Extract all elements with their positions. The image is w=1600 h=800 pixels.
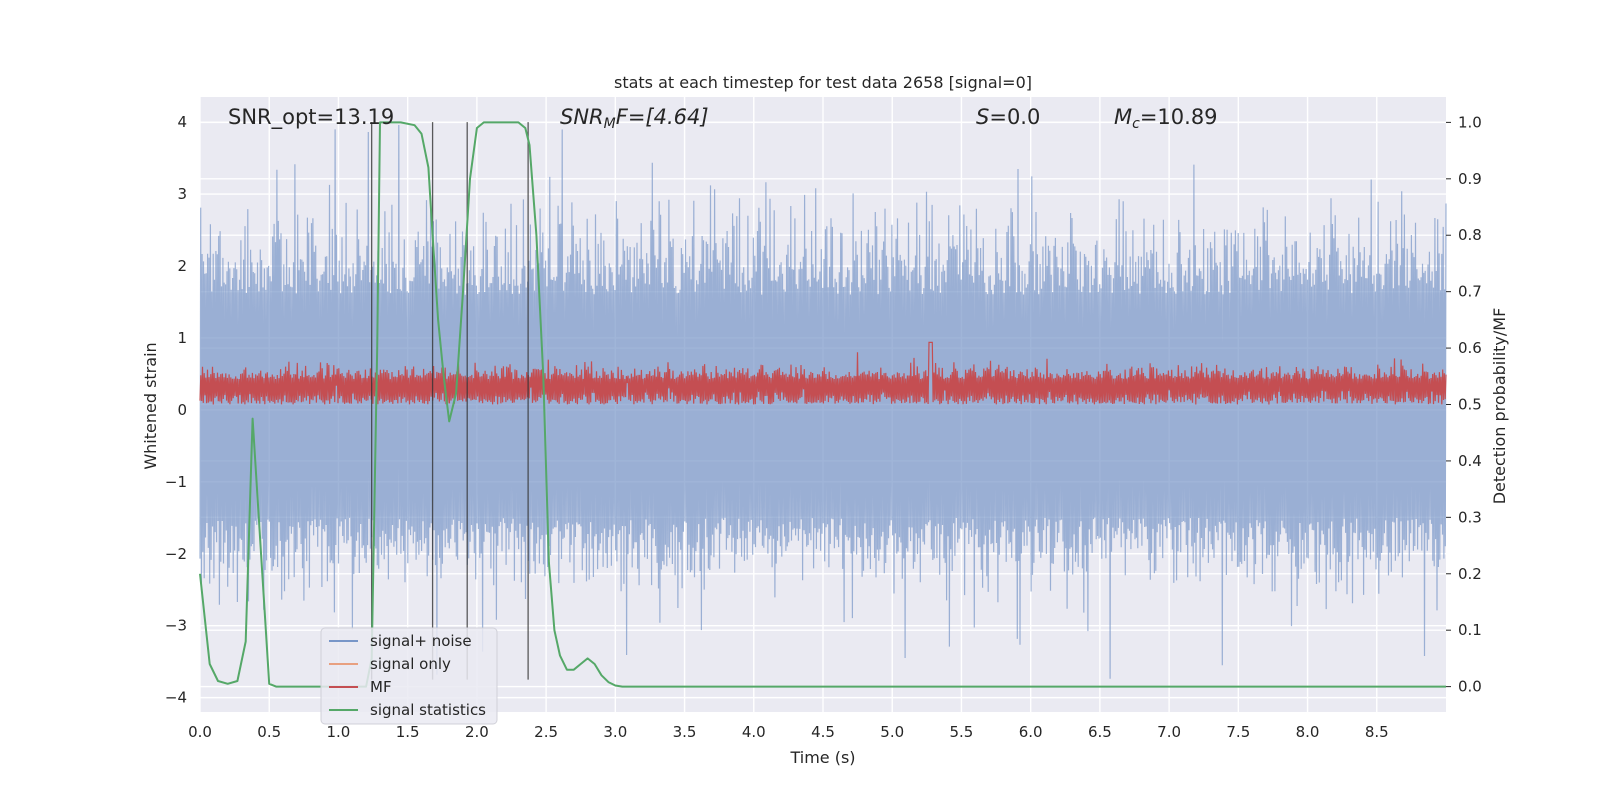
y-left-tick-label: −1: [165, 473, 187, 491]
x-tick-label: 2.5: [534, 723, 558, 741]
y-right-tick-label: 0.4: [1458, 452, 1482, 470]
legend-label-signal-statistics: signal statistics: [370, 701, 486, 719]
chart-title: stats at each timestep for test data 265…: [614, 73, 1032, 92]
y-left-tick-label: −4: [165, 689, 187, 707]
y-right-tick-label: 0.0: [1458, 678, 1482, 696]
y-right-tick-labels: 1.0 0.9 0.8 0.7 0.6 0.5 0.4 0.3 0.2 0.1 0.0: [1446, 113, 1482, 696]
x-tick-label: 8.0: [1296, 723, 1320, 741]
mf-line: [199, 341, 1447, 405]
legend-label-signal-only: signal only: [370, 655, 451, 673]
x-tick-label: 4.5: [811, 723, 835, 741]
x-tick-label: 3.0: [603, 723, 627, 741]
legend-box: [320, 627, 498, 725]
y-left-tick-labels: 4 3 2 1 0 −1 −2 −3 −4: [165, 113, 187, 706]
y-right-tick-label: 0.3: [1458, 508, 1482, 526]
signal-noise-line: [199, 124, 1447, 679]
x-tick-label: 6.5: [1088, 723, 1112, 741]
x-tick-label: 5.0: [880, 723, 904, 741]
y-right-tick-label: 0.8: [1458, 226, 1482, 244]
series-signal-statistics: [199, 121, 1446, 688]
x-axis-label: Time (s): [789, 748, 855, 767]
x-tick-label: 0.5: [257, 723, 281, 741]
y-left-tick-label: −3: [165, 617, 187, 635]
legend-label-signal-noise: signal+ noise: [370, 632, 472, 650]
y-right-tick-label: 0.9: [1458, 170, 1482, 188]
series-signal-noise: [199, 124, 1447, 679]
x-tick-label: 2.0: [465, 723, 489, 741]
series-mf: [199, 341, 1447, 405]
x-tick-label: 3.5: [673, 723, 697, 741]
y-left-tick-label: 0: [177, 401, 187, 419]
annotation-snr-mf: SNRMF=[4.64]: [560, 105, 709, 132]
x-tick-label: 0.0: [188, 723, 212, 741]
legend: signal+ noise signal only MF signal stat…: [320, 627, 498, 725]
legend-label-mf: MF: [370, 678, 392, 696]
x-tick-label: 1.5: [396, 723, 420, 741]
signal-statistics-line: [199, 121, 1446, 688]
x-tick-label: 1.0: [327, 723, 351, 741]
annotation-s: S=0.0: [976, 105, 1040, 129]
y-right-tick-label: 0.7: [1458, 283, 1482, 301]
y-left-tick-label: 4: [177, 113, 187, 131]
x-tick-labels: 0.0 0.5 1.0 1.5 2.0 2.5 3.0 3.5 4.0 4.5 5.0 5.5 6.0 6…: [188, 723, 1389, 741]
y-left-tick-label: 2: [177, 257, 187, 275]
y-right-tick-label: 0.2: [1458, 565, 1482, 583]
x-tick-label: 7.0: [1157, 723, 1181, 741]
x-tick-label: 4.0: [742, 723, 766, 741]
y-right-axis-label: Detection probability/MF: [1490, 308, 1509, 505]
y-right-tick-label: 1.0: [1458, 113, 1482, 131]
y-right-tick-label: 0.6: [1458, 339, 1482, 357]
annotation-mc: Mc=10.89: [1114, 105, 1218, 132]
y-right-tick-label: 0.1: [1458, 621, 1482, 639]
y-left-tick-label: 1: [177, 329, 187, 347]
y-right-tick-label: 0.5: [1458, 396, 1482, 414]
x-tick-label: 7.5: [1226, 723, 1250, 741]
y-left-axis-label: Whitened strain: [141, 342, 160, 469]
annotation-snr-opt: SNR_opt=13.19: [228, 105, 394, 130]
y-left-tick-label: −2: [165, 545, 187, 563]
x-tick-label: 6.0: [1019, 723, 1043, 741]
y-left-tick-label: 3: [177, 185, 187, 203]
x-tick-label: 5.5: [950, 723, 974, 741]
x-tick-label: 8.5: [1365, 723, 1389, 741]
